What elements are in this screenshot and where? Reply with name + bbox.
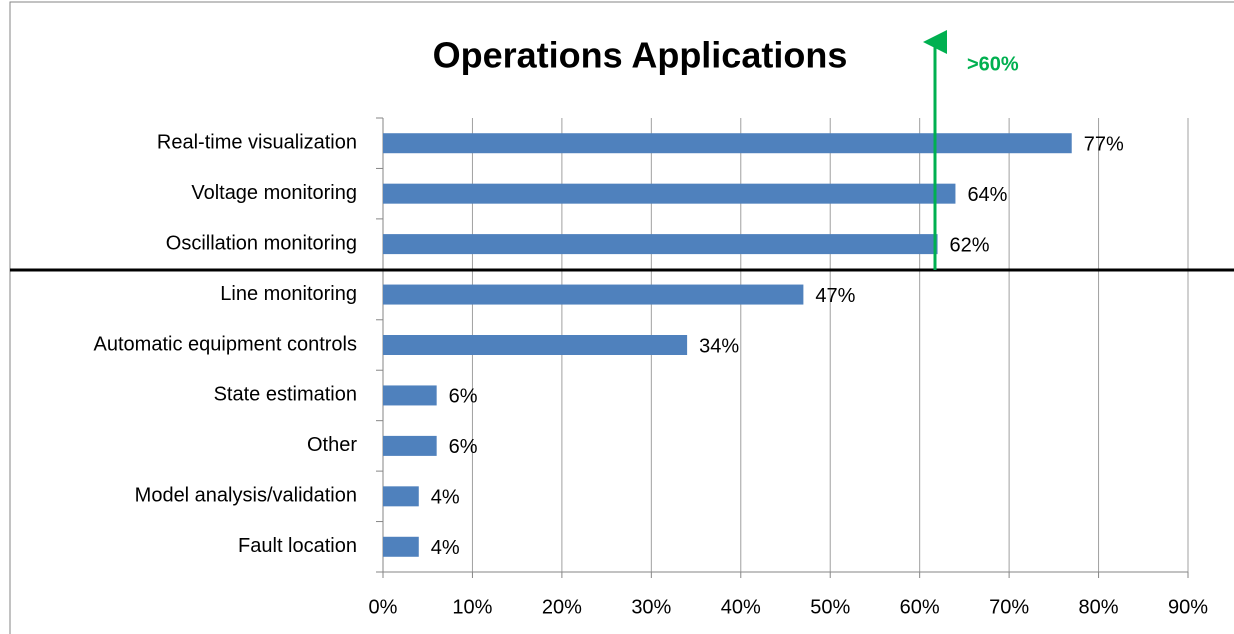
bar bbox=[383, 486, 419, 507]
bar bbox=[383, 435, 437, 456]
threshold-label: >60% bbox=[967, 53, 1019, 75]
data-label: 6% bbox=[449, 436, 478, 458]
bar bbox=[383, 183, 956, 204]
bar bbox=[383, 284, 804, 305]
plot-area: 0% 10% 20% 30% 40% 50% 60% 70% 80% 90% Real-time v… bbox=[94, 117, 1208, 618]
x-tick-label: 80% bbox=[1079, 596, 1119, 618]
category-label: Line monitoring bbox=[220, 283, 357, 305]
chart-title: Operations Applications bbox=[433, 35, 848, 76]
category-label: Real-time visualization bbox=[157, 132, 357, 154]
data-label: 62% bbox=[950, 234, 990, 256]
x-tick-label: 0% bbox=[369, 596, 398, 618]
data-label: 77% bbox=[1084, 134, 1124, 156]
x-tick-label: 70% bbox=[989, 596, 1029, 618]
bar bbox=[383, 133, 1072, 154]
x-tick-label: 90% bbox=[1168, 596, 1208, 618]
chart-frame bbox=[9, 1, 1234, 634]
bar bbox=[383, 536, 419, 557]
category-label: Oscillation monitoring bbox=[166, 232, 357, 254]
x-tick-label: 30% bbox=[631, 596, 671, 618]
data-label: 6% bbox=[449, 386, 478, 408]
category-label: Model analysis/validation bbox=[135, 485, 357, 507]
data-label: 4% bbox=[431, 537, 460, 559]
data-label: 64% bbox=[967, 184, 1007, 206]
data-label: 47% bbox=[815, 285, 855, 307]
category-label: Voltage monitoring bbox=[191, 182, 357, 204]
category-label: State estimation bbox=[214, 384, 357, 406]
category-label: Automatic equipment controls bbox=[94, 333, 357, 355]
x-tick-label: 10% bbox=[452, 596, 492, 618]
category-label: Fault location bbox=[238, 535, 357, 557]
x-tick-label: 20% bbox=[542, 596, 582, 618]
bar bbox=[383, 385, 437, 406]
x-tick-label: 40% bbox=[721, 596, 761, 618]
x-tick-label: 50% bbox=[810, 596, 850, 618]
category-label: Other bbox=[307, 434, 357, 456]
bar bbox=[383, 335, 688, 355]
bar bbox=[383, 234, 938, 255]
x-tick-label: 60% bbox=[900, 596, 940, 618]
data-label: 34% bbox=[699, 335, 739, 357]
data-label: 4% bbox=[431, 487, 460, 509]
